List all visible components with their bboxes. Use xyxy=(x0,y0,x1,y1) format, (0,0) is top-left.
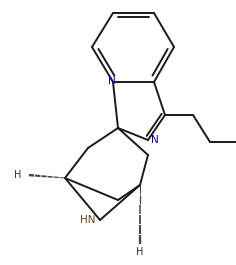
Text: N: N xyxy=(108,76,116,86)
Text: HN: HN xyxy=(80,215,96,225)
Text: H: H xyxy=(136,247,144,257)
Text: N: N xyxy=(151,135,159,145)
Text: H: H xyxy=(14,170,22,180)
